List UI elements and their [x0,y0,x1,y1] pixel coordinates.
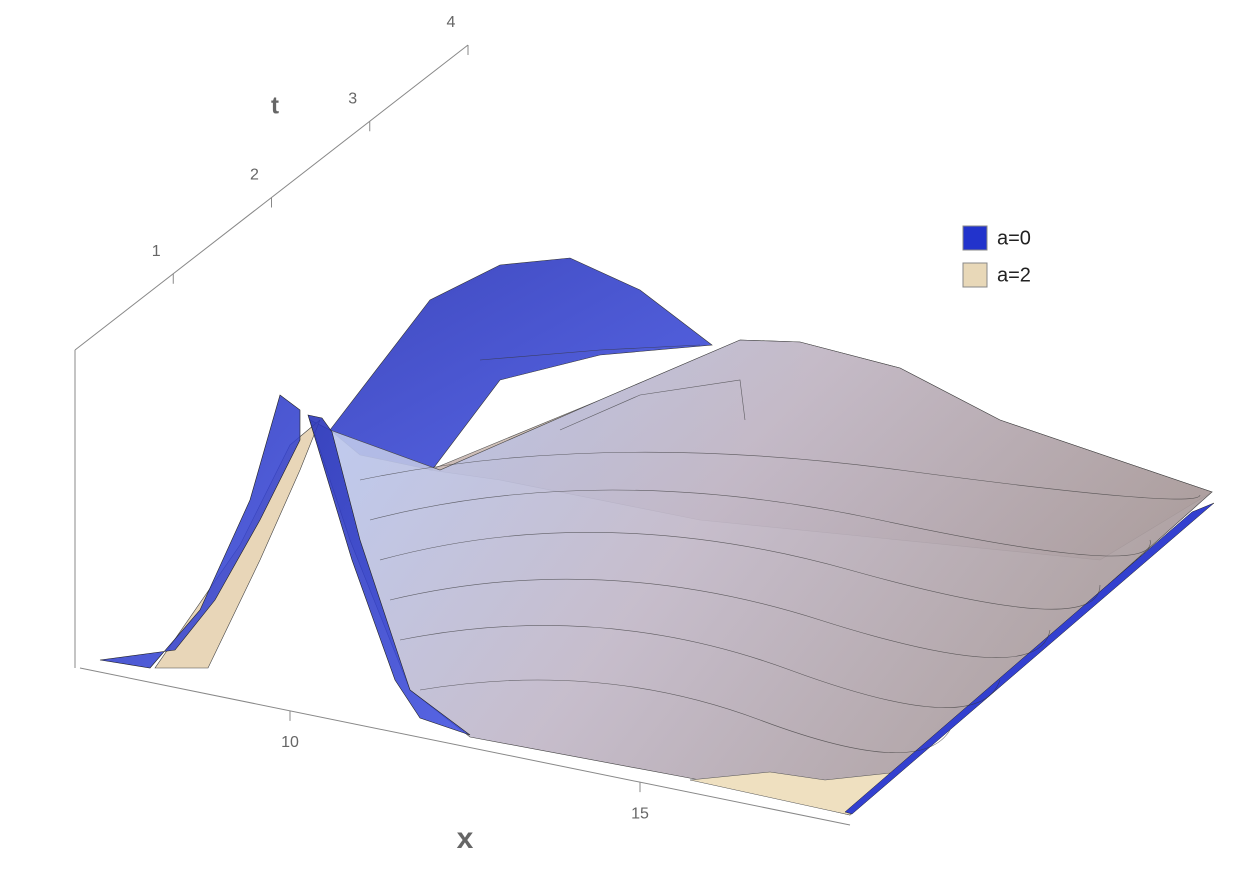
x-axis-line [79,667,851,826]
x-tick-label: 10 [281,734,299,751]
surface-a0-edge [844,502,1215,815]
legend-label: a=0 [997,227,1031,249]
t-tick-label: 2 [250,167,259,184]
legend: a=0 a=2 [962,225,1031,288]
x-tick-label: 15 [631,805,649,822]
legend-swatch [962,225,988,251]
x-axis-label: x [457,822,474,855]
t-tick-label: 3 [348,90,357,107]
t-tick-label: 1 [152,243,161,260]
surfaces [99,257,1215,816]
t-axis-label: t [271,92,279,119]
surface-a0-left [99,394,301,669]
contours [359,344,1201,754]
legend-label: a=2 [997,264,1031,286]
legend-swatch [962,262,988,288]
surface-a0-ridge [307,414,471,736]
t-tick-label: 4 [447,14,456,31]
surface-a2-floor [689,771,901,816]
